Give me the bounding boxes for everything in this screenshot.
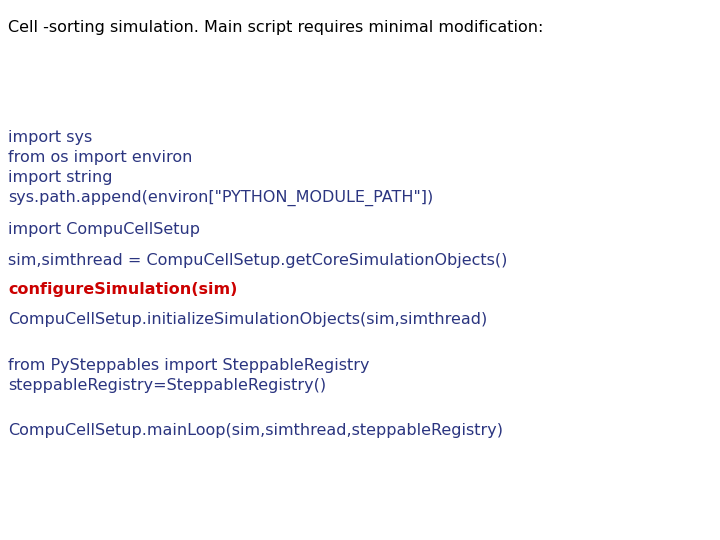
Text: CompuCellSetup.initializeSimulationObjects(sim,simthread): CompuCellSetup.initializeSimulationObjec… <box>8 312 487 327</box>
Text: import sys: import sys <box>8 130 92 145</box>
Text: import string: import string <box>8 170 112 185</box>
Text: configureSimulation(sim): configureSimulation(sim) <box>8 282 238 297</box>
Text: from PySteppables import SteppableRegistry: from PySteppables import SteppableRegist… <box>8 358 369 373</box>
Text: from os import environ: from os import environ <box>8 150 192 165</box>
Text: sim,simthread = CompuCellSetup.getCoreSimulationObjects(): sim,simthread = CompuCellSetup.getCoreSi… <box>8 253 508 268</box>
Text: CompuCellSetup.mainLoop(sim,simthread,steppableRegistry): CompuCellSetup.mainLoop(sim,simthread,st… <box>8 423 503 438</box>
Text: import CompuCellSetup: import CompuCellSetup <box>8 222 200 237</box>
Text: sys.path.append(environ["PYTHON_MODULE_PATH"]): sys.path.append(environ["PYTHON_MODULE_P… <box>8 190 433 206</box>
Text: Cell -sorting simulation. Main script requires minimal modification:: Cell -sorting simulation. Main script re… <box>8 20 544 35</box>
Text: steppableRegistry=SteppableRegistry(): steppableRegistry=SteppableRegistry() <box>8 378 326 393</box>
